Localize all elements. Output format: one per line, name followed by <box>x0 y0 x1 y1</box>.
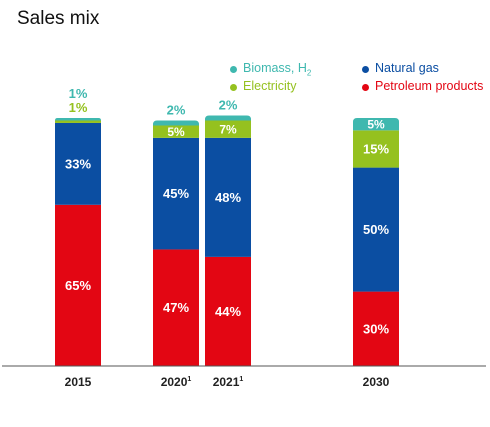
legend-swatch-electricity <box>230 84 237 91</box>
data-label-2020-0: 47% <box>163 300 189 315</box>
legend-label-biomass: Biomass, H <box>243 61 307 75</box>
legend-swatch-natural-gas <box>362 66 369 73</box>
data-label-2015-0: 65% <box>65 278 91 293</box>
legend-label-biomass-subscript: 2 <box>306 68 312 78</box>
data-label-2030-2: 15% <box>363 142 389 157</box>
data-label-2020-2: 5% <box>167 125 185 139</box>
legend-label-electricity: Electricity <box>243 79 297 93</box>
bar-2030-biomass-h <box>353 118 399 131</box>
data-label-2021-1: 48% <box>215 190 241 205</box>
legend-label-natural-gas: Natural gas <box>375 61 439 75</box>
bar-2015-natural-gas <box>55 122 101 205</box>
data-label-2030-0: 30% <box>363 321 389 336</box>
x-tick-label-2015: 2015 <box>65 375 92 389</box>
data-label-2020-3: 2% <box>167 102 186 117</box>
x-tick-label-2030: 2030 <box>363 375 390 389</box>
data-label-2021-0: 44% <box>215 304 241 319</box>
data-label-2015-1: 33% <box>65 156 91 171</box>
data-label-2021-2: 7% <box>219 123 237 137</box>
bar-2020-natural-gas <box>153 137 199 250</box>
bar-2015-petroleum-products <box>55 204 101 366</box>
data-label-2020-1: 45% <box>163 186 189 201</box>
bar-2021-natural-gas <box>205 137 251 257</box>
chart-title: Sales mix <box>17 8 100 29</box>
legend-swatch-biomass <box>230 66 237 73</box>
bar-2021-electricity <box>205 120 251 138</box>
bar-2020-electricity <box>153 125 199 138</box>
bar-2030-natural-gas <box>353 167 399 292</box>
legend-swatch-petroleum <box>362 84 369 91</box>
bar-2021-petroleum-products <box>205 256 251 366</box>
bar-2015-biomass-h <box>55 118 101 121</box>
bar-2030-electricity <box>353 130 399 168</box>
x-tick-label-2021: 20211 <box>213 375 244 389</box>
data-label-2030-3: 5% <box>367 118 385 132</box>
data-label-2030-1: 50% <box>363 222 389 237</box>
x-tick-label-2020: 20201 <box>161 375 192 389</box>
data-label-2021-3: 2% <box>219 98 238 113</box>
bar-2030-petroleum-products <box>353 291 399 366</box>
data-label-2015-3: 1% <box>69 86 88 101</box>
bar-2021-biomass-h <box>205 115 251 121</box>
bar-2020-biomass-h <box>153 120 199 126</box>
bar-2020-petroleum-products <box>153 249 199 366</box>
data-label-2015-2: 1% <box>69 100 88 115</box>
legend-label-petroleum: Petroleum products <box>375 79 484 93</box>
bar-2015-electricity <box>55 120 101 123</box>
